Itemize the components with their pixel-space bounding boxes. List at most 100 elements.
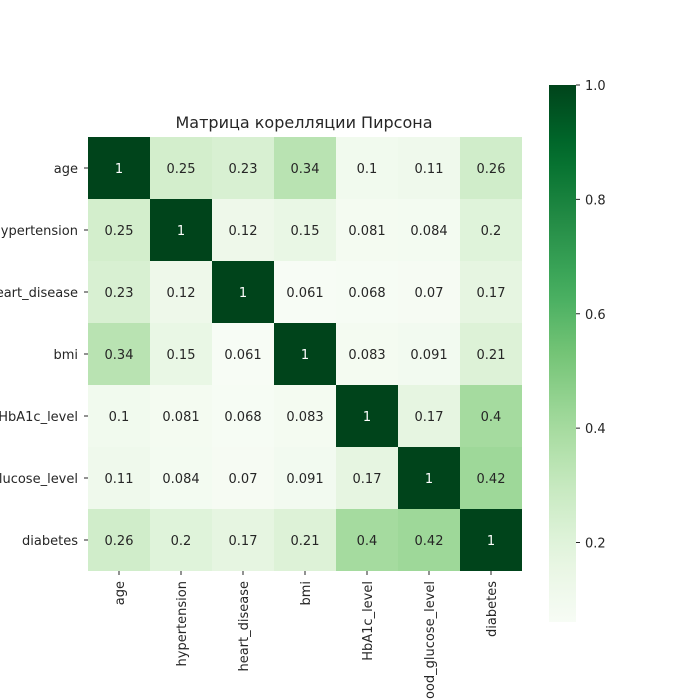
cell-value-label: 0.2: [481, 224, 502, 239]
cell-value-label: 0.084: [162, 472, 199, 487]
cell-value-label: 0.17: [477, 286, 506, 301]
cell-value-label: 0.17: [353, 472, 382, 487]
heatmap-cell: [274, 137, 336, 199]
heatmap-cell: [398, 447, 460, 509]
row-tick-label: bmi: [53, 348, 78, 363]
heatmap-cell: [274, 199, 336, 261]
col-tick-label: bmi: [299, 581, 314, 606]
heatmap-cell: [150, 447, 212, 509]
heatmap-cell: [88, 137, 150, 199]
col-tick-labels: age hypertension heart_disease bmi HbA1c_lev…: [113, 571, 500, 700]
chart-title: Матрица корелляции Пирсона: [175, 113, 432, 132]
heatmap-cell: [212, 385, 274, 447]
row-tick-label: hypertension: [0, 224, 78, 239]
heatmap-cell: [336, 323, 398, 385]
heatmap-cell: [274, 385, 336, 447]
heatmap-cell: [274, 509, 336, 571]
col-tick-label: diabetes: [485, 581, 500, 637]
heatmap-cell: [460, 137, 522, 199]
heatmap-cell: [336, 199, 398, 261]
heatmap-cell: [212, 137, 274, 199]
colorbar-tick-label: 0.8: [585, 193, 606, 208]
cell-value-label: 0.083: [286, 410, 323, 425]
cell-value-label: 0.068: [348, 286, 385, 301]
cell-value-label: 1: [177, 224, 185, 239]
heatmap-cell: [274, 447, 336, 509]
cell-value-label: 0.07: [229, 472, 258, 487]
heatmap-cell: [150, 509, 212, 571]
heatmap-cell: [88, 261, 150, 323]
heatmap-cell: [398, 199, 460, 261]
cell-value-label: 0.25: [167, 162, 196, 177]
cell-value-label: 1: [363, 410, 371, 425]
cell-value-label: 0.2: [171, 534, 192, 549]
cell-value-label: 0.23: [229, 162, 258, 177]
colorbar: 0.2 0.4 0.6 0.8 1.0: [549, 79, 606, 622]
col-tick-label: hypertension: [175, 581, 190, 666]
row-tick-label: heart_disease: [0, 286, 78, 301]
heatmap-cell: [460, 509, 522, 571]
cell-value-label: 1: [301, 348, 309, 363]
cell-value-label: 0.34: [105, 348, 134, 363]
heatmap-cell: [88, 509, 150, 571]
heatmap-cell: [460, 261, 522, 323]
cell-value-label: 0.11: [415, 162, 444, 177]
cell-value-label: 0.17: [415, 410, 444, 425]
heatmap-cell: [336, 261, 398, 323]
heatmap-cell: [460, 447, 522, 509]
heatmap-cell: [336, 447, 398, 509]
colorbar-gradient: [549, 85, 576, 622]
heatmap-cells: 1 0.25 0.23 0.34 0.1 0.11 0.260.25 1 0.12 0.15 0.0…: [88, 137, 522, 571]
cell-value-label: 0.061: [286, 286, 323, 301]
cell-value-label: 0.1: [109, 410, 130, 425]
row-tick-label: HbA1c_level: [0, 410, 78, 425]
cell-value-label: 0.068: [224, 410, 261, 425]
cell-value-label: 0.15: [167, 348, 196, 363]
heatmap-cell: [88, 447, 150, 509]
cell-value-label: 0.42: [415, 534, 444, 549]
cell-value-label: 0.084: [410, 224, 447, 239]
heatmap-cell: [460, 199, 522, 261]
heatmap-cell: [150, 385, 212, 447]
cell-value-label: 0.12: [229, 224, 258, 239]
cell-value-label: 0.21: [477, 348, 506, 363]
cell-value-label: 1: [115, 162, 123, 177]
col-tick-label: age: [113, 581, 128, 605]
heatmap-cell: [398, 323, 460, 385]
colorbar-tick-label: 0.4: [585, 422, 606, 437]
heatmap-cell: [212, 199, 274, 261]
heatmap-cell: [460, 385, 522, 447]
cell-value-label: 0.4: [357, 534, 378, 549]
cell-value-label: 1: [239, 286, 247, 301]
heatmap-cell: [212, 447, 274, 509]
cell-value-label: 0.15: [291, 224, 320, 239]
cell-value-label: 0.1: [357, 162, 378, 177]
col-tick-label: HbA1c_level: [361, 581, 376, 661]
cell-value-label: 0.34: [291, 162, 320, 177]
heatmap-cell: [398, 261, 460, 323]
heatmap-cell: [88, 385, 150, 447]
heatmap-cell: [88, 199, 150, 261]
heatmap-cell: [88, 323, 150, 385]
heatmap-cell: [150, 199, 212, 261]
cell-value-label: 0.23: [105, 286, 134, 301]
row-tick-label: diabetes: [22, 534, 78, 549]
colorbar-tick-label: 0.2: [585, 537, 606, 552]
cell-value-label: 0.26: [477, 162, 506, 177]
heatmap-cell: [398, 509, 460, 571]
cell-value-label: 0.26: [105, 534, 134, 549]
row-tick-label: age: [54, 162, 78, 177]
cell-value-label: 0.083: [348, 348, 385, 363]
heatmap-cell: [460, 323, 522, 385]
col-tick-label: blood_glucose_level: [423, 581, 438, 700]
cell-value-label: 0.21: [291, 534, 320, 549]
heatmap-cell: [398, 385, 460, 447]
cell-value-label: 0.4: [481, 410, 502, 425]
heatmap-cell: [150, 137, 212, 199]
cell-value-label: 0.091: [410, 348, 447, 363]
heatmap-cell: [336, 137, 398, 199]
col-tick-label: heart_disease: [237, 581, 252, 672]
cell-value-label: 0.061: [224, 348, 261, 363]
